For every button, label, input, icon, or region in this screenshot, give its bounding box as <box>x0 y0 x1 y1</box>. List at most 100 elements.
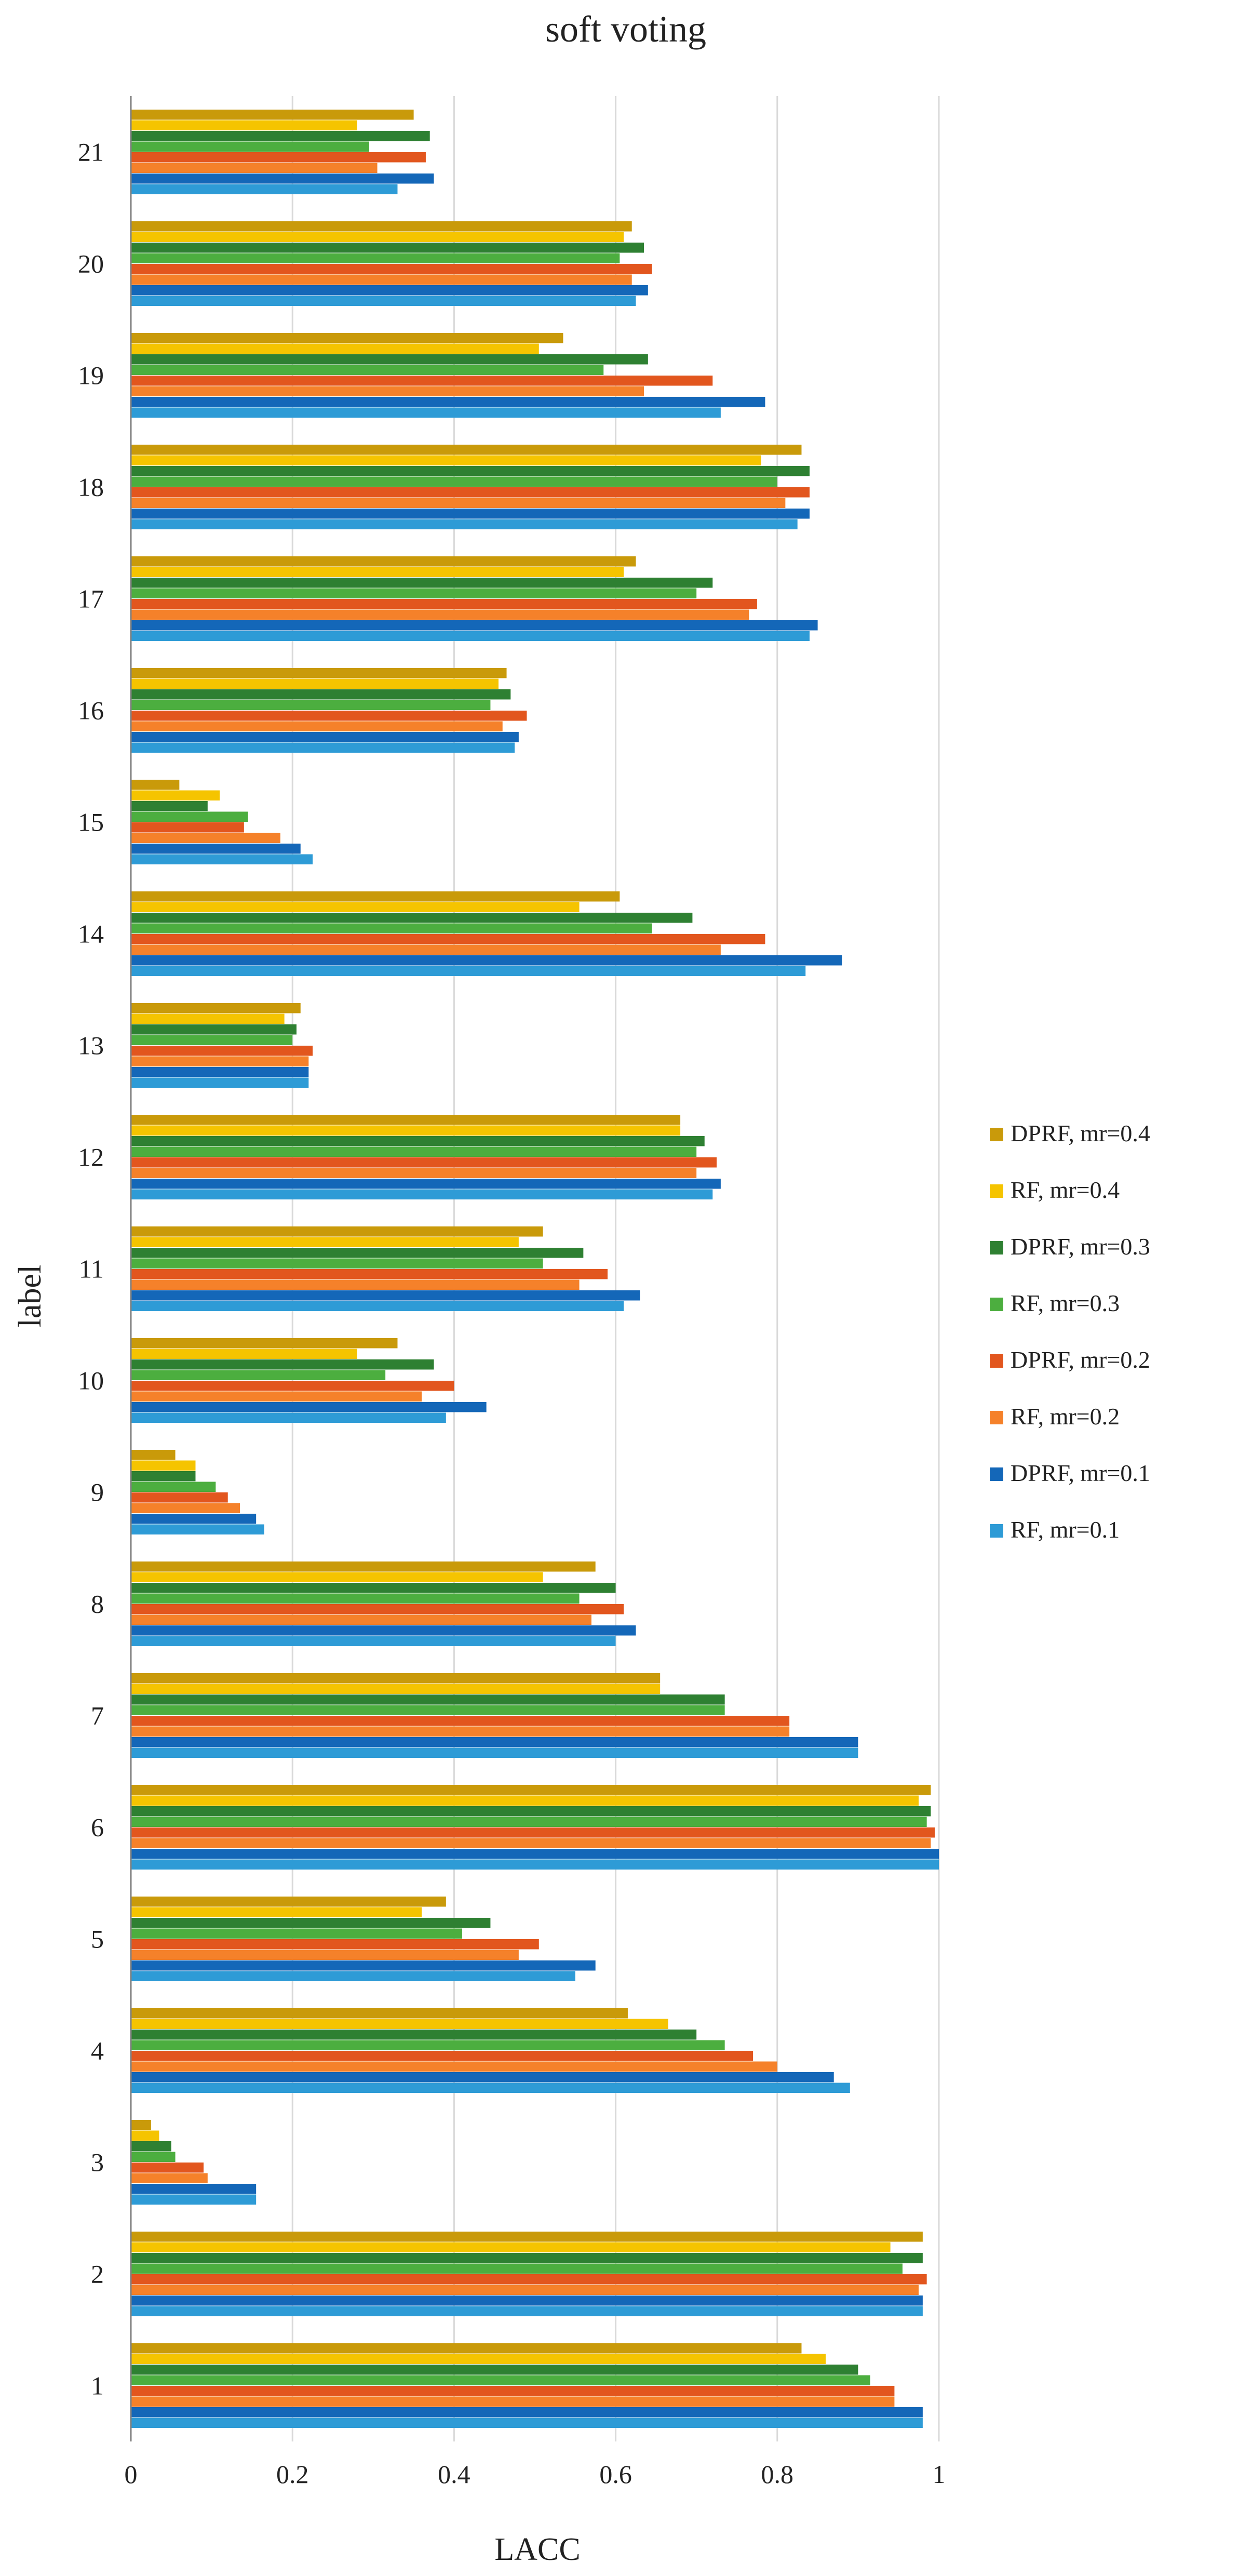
bar-label-3-dprf-mr-0.2 <box>131 2163 204 2173</box>
bar-label-10-rf-mr-0.3 <box>131 1370 386 1380</box>
bar-label-7-dprf-mr-0.2 <box>131 1716 790 1726</box>
bar-label-9-dprf-mr-0.4 <box>131 1450 176 1460</box>
bar-label-13-rf-mr-0.1 <box>131 1077 309 1088</box>
bar-label-12-rf-mr-0.2 <box>131 1168 697 1178</box>
legend-swatch <box>990 1467 1003 1481</box>
bar-label-16-rf-mr-0.4 <box>131 678 499 689</box>
bar-label-21-rf-mr-0.1 <box>131 184 398 194</box>
x-tick-label: 0.2 <box>276 2460 309 2489</box>
bar-label-1-rf-mr-0.2 <box>131 2396 895 2407</box>
bar-label-14-dprf-mr-0.1 <box>131 955 842 966</box>
bar-label-16-rf-mr-0.1 <box>131 742 515 753</box>
bar-label-19-rf-mr-0.4 <box>131 343 539 354</box>
bar-label-1-dprf-mr-0.2 <box>131 2386 895 2396</box>
bar-label-5-rf-mr-0.3 <box>131 1928 462 1939</box>
y-tick-label: 21 <box>78 138 104 167</box>
bar-label-20-rf-mr-0.2 <box>131 274 632 285</box>
bar-label-21-dprf-mr-0.4 <box>131 110 414 120</box>
bar-label-8-dprf-mr-0.1 <box>131 1625 636 1636</box>
bar-label-6-dprf-mr-0.4 <box>131 1785 931 1795</box>
bar-label-9-rf-mr-0.2 <box>131 1503 240 1513</box>
bar-label-13-dprf-mr-0.3 <box>131 1024 297 1035</box>
bar-label-17-dprf-mr-0.1 <box>131 620 818 631</box>
legend-swatch <box>990 1184 1003 1198</box>
bar-label-21-rf-mr-0.4 <box>131 120 357 130</box>
bar-label-1-dprf-mr-0.1 <box>131 2407 923 2418</box>
bar-label-16-dprf-mr-0.4 <box>131 668 507 678</box>
bar-label-20-rf-mr-0.4 <box>131 232 624 242</box>
bar-label-6-dprf-mr-0.1 <box>131 1849 939 1859</box>
bar-label-18-rf-mr-0.4 <box>131 455 761 465</box>
bar-label-10-rf-mr-0.4 <box>131 1349 357 1359</box>
bar-label-14-rf-mr-0.3 <box>131 923 652 933</box>
bar-label-3-rf-mr-0.1 <box>131 2194 257 2205</box>
bar-label-7-rf-mr-0.4 <box>131 1684 661 1694</box>
bar-label-11-dprf-mr-0.3 <box>131 1248 584 1258</box>
bar-label-10-rf-mr-0.2 <box>131 1391 422 1402</box>
bar-label-20-rf-mr-0.1 <box>131 296 636 306</box>
y-tick-label: 12 <box>78 1143 104 1172</box>
bar-label-13-dprf-mr-0.2 <box>131 1046 313 1056</box>
bar-label-16-dprf-mr-0.2 <box>131 711 527 721</box>
bar-label-3-rf-mr-0.4 <box>131 2130 159 2141</box>
bar-label-1-dprf-mr-0.3 <box>131 2365 858 2375</box>
legend-entry: RF, mr=0.2 <box>1011 1403 1120 1430</box>
y-tick-label: 3 <box>91 2148 104 2177</box>
bar-label-19-dprf-mr-0.4 <box>131 333 563 343</box>
bar-label-3-dprf-mr-0.1 <box>131 2184 257 2194</box>
y-tick-label: 18 <box>78 473 104 502</box>
bar-label-12-rf-mr-0.1 <box>131 1189 713 1199</box>
y-tick-label: 2 <box>91 2260 104 2289</box>
bar-label-10-rf-mr-0.1 <box>131 1412 446 1423</box>
bar-label-21-rf-mr-0.2 <box>131 163 378 173</box>
bar-label-11-dprf-mr-0.4 <box>131 1226 543 1237</box>
bar-label-10-dprf-mr-0.3 <box>131 1359 434 1370</box>
chart-title: soft voting <box>545 8 706 50</box>
bar-label-19-dprf-mr-0.3 <box>131 354 648 365</box>
bar-label-20-dprf-mr-0.4 <box>131 221 632 232</box>
bar-label-15-dprf-mr-0.1 <box>131 844 301 854</box>
bar-label-7-rf-mr-0.3 <box>131 1705 725 1715</box>
bar-label-12-rf-mr-0.4 <box>131 1125 681 1136</box>
y-tick-label: 19 <box>78 361 104 390</box>
x-tick-label: 0.8 <box>761 2460 794 2489</box>
x-axis-title: LACC <box>494 2532 580 2567</box>
bar-label-2-dprf-mr-0.3 <box>131 2253 923 2263</box>
y-tick-label: 9 <box>91 1478 104 1507</box>
bar-label-6-rf-mr-0.3 <box>131 1817 927 1827</box>
bar-label-21-dprf-mr-0.3 <box>131 131 430 141</box>
legend-entry: RF, mr=0.4 <box>1011 1177 1120 1203</box>
legend-entry: DPRF, mr=0.1 <box>1011 1460 1150 1486</box>
bar-label-7-dprf-mr-0.1 <box>131 1737 858 1747</box>
bar-label-20-dprf-mr-0.1 <box>131 285 648 296</box>
bar-label-12-rf-mr-0.3 <box>131 1146 697 1157</box>
bar-label-18-rf-mr-0.2 <box>131 498 786 508</box>
gridlines <box>291 96 940 2441</box>
bar-label-19-dprf-mr-0.1 <box>131 397 765 407</box>
bar-label-8-dprf-mr-0.3 <box>131 1583 616 1593</box>
y-tick-label: 4 <box>91 2036 104 2065</box>
bar-label-14-rf-mr-0.2 <box>131 944 721 955</box>
bar-label-8-dprf-mr-0.2 <box>131 1604 624 1614</box>
y-axis-title: label <box>12 1265 48 1328</box>
bar-label-17-rf-mr-0.2 <box>131 609 749 620</box>
y-tick-label: 16 <box>78 696 104 725</box>
bar-label-12-dprf-mr-0.1 <box>131 1179 721 1189</box>
y-tick-label: 5 <box>91 1925 104 1954</box>
bar-label-13-rf-mr-0.3 <box>131 1035 293 1045</box>
bar-label-6-rf-mr-0.1 <box>131 1859 939 1870</box>
y-tick-label: 20 <box>78 249 104 278</box>
bar-label-18-dprf-mr-0.4 <box>131 445 802 455</box>
bar-label-11-rf-mr-0.4 <box>131 1237 519 1247</box>
bar-label-12-dprf-mr-0.2 <box>131 1157 717 1168</box>
legend-entry: DPRF, mr=0.2 <box>1011 1346 1150 1373</box>
bar-label-21-dprf-mr-0.2 <box>131 152 426 163</box>
bar-label-13-dprf-mr-0.4 <box>131 1003 301 1013</box>
bar-label-9-rf-mr-0.3 <box>131 1481 216 1492</box>
bar-label-12-dprf-mr-0.3 <box>131 1136 705 1146</box>
bar-label-6-rf-mr-0.4 <box>131 1795 919 1806</box>
axes: 0 0.2 0.4 0.6 0.8 112345678910111213141516171… <box>78 96 946 2489</box>
bar-label-5-dprf-mr-0.3 <box>131 1918 491 1928</box>
bar-label-6-dprf-mr-0.3 <box>131 1806 931 1817</box>
